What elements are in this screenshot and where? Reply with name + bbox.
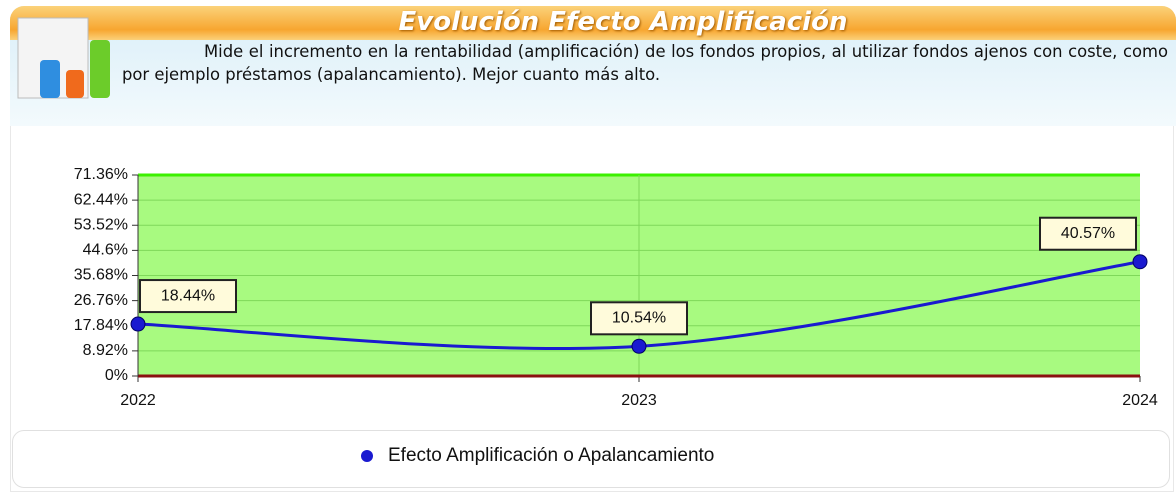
chart-title: Evolución Efecto Amplificación: [398, 7, 848, 37]
y-tick-label: 71.36%: [74, 166, 128, 183]
point: [631, 338, 647, 354]
label-box: [1039, 216, 1137, 251]
data-label: 10.54%: [612, 310, 666, 327]
icon-bar: [90, 40, 110, 98]
title-bar: [10, 6, 1176, 40]
y-tick-label: 17.84%: [74, 317, 128, 334]
y-tick-label: 62.44%: [74, 191, 128, 208]
icon: [17, 17, 110, 99]
legend-box: [12, 430, 1170, 488]
data-label: 40.57%: [1061, 225, 1115, 242]
x-tick-label: 2024: [1122, 392, 1158, 409]
x-tick-label: 2022: [120, 392, 156, 409]
y-tick-label: 44.6%: [83, 242, 128, 259]
y-tick-label: 0%: [105, 367, 128, 384]
y-tick-label: 53.52%: [74, 216, 128, 233]
icon-bar: [66, 70, 84, 98]
label-box: [590, 301, 688, 336]
chart-body: [10, 126, 1174, 492]
y-tick-label: 35.68%: [74, 267, 128, 284]
x-tick-label: 2023: [621, 392, 657, 409]
chart-subtitle: Mide el incremento en la rentabilidad (a…: [122, 42, 1168, 84]
label-box: [139, 279, 237, 314]
legend-marker: [361, 450, 373, 462]
y-tick-label: 26.76%: [74, 292, 128, 309]
data-label: 18.44%: [161, 287, 215, 304]
icon-bar: [40, 60, 60, 98]
point: [1132, 254, 1148, 270]
y-tick-label: 8.92%: [83, 342, 128, 359]
point: [130, 316, 146, 332]
legend-label: Efecto Amplificación o Apalancamiento: [388, 445, 714, 466]
